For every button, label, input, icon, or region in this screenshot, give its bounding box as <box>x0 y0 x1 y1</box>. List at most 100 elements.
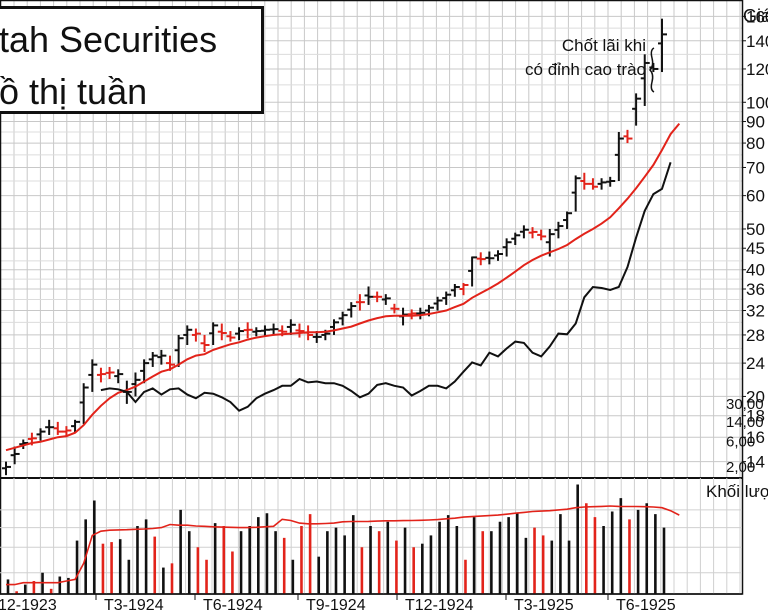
price-tick-label: 36 <box>746 280 765 299</box>
moving-average-line <box>5 122 681 452</box>
price-bar <box>459 283 469 296</box>
price-bar <box>209 322 219 345</box>
price-tick-label: 60 <box>746 187 765 206</box>
price-bar <box>200 334 210 353</box>
price-bar <box>528 227 538 239</box>
price-bar <box>36 428 46 441</box>
price-bar <box>563 211 573 229</box>
x-tick-label: T9-1924 <box>306 597 366 614</box>
price-bar <box>373 291 383 303</box>
price-bar <box>640 54 650 106</box>
price-bar <box>485 251 495 265</box>
price-bar <box>217 323 227 341</box>
price-bar <box>347 302 357 318</box>
price-bar <box>623 129 633 144</box>
price-tick-label: 50 <box>746 220 765 239</box>
climax-annotation: Chốt lãi khi có đỉnh cao trào <box>486 34 646 82</box>
price-tick-label: 14 <box>746 453 765 472</box>
climax-bracket <box>648 47 655 93</box>
x-tick-label: T6-1924 <box>203 597 263 614</box>
price-bar <box>390 303 400 314</box>
volume-tick-label: 6,00 <box>726 433 755 450</box>
price-bar <box>269 323 279 336</box>
annotation-line-2: có đỉnh cao trào <box>525 60 646 79</box>
price-bar <box>494 250 503 261</box>
price-bar <box>450 283 460 297</box>
price-bar <box>260 325 270 337</box>
price-bar <box>519 225 529 239</box>
price-bar <box>338 311 348 326</box>
price-bar <box>174 334 184 367</box>
price-bar <box>381 294 391 305</box>
price-tick-label: 80 <box>746 134 765 153</box>
price-tick-label: 20 <box>746 387 765 406</box>
price-tick-label: 70 <box>746 158 765 177</box>
price-bar <box>606 176 616 187</box>
price-tick-label: 140 <box>746 32 768 51</box>
price-bar <box>433 296 443 311</box>
price-bar <box>330 319 339 335</box>
price-bar <box>191 328 201 342</box>
price-bar <box>243 322 253 339</box>
x-tick-label: T3-1924 <box>104 597 164 614</box>
relative-strength-line <box>100 161 672 412</box>
price-bar <box>88 359 98 392</box>
price-bar <box>131 372 141 397</box>
price-bar <box>416 307 426 320</box>
price-tick-label: 16 <box>746 428 765 447</box>
price-tick-label: 18 <box>746 407 765 426</box>
price-tick-label: 90 <box>746 113 765 132</box>
price-bar <box>442 291 452 305</box>
price-tick-label: 24 <box>746 354 765 373</box>
x-tick-label: 12-1923 <box>0 597 57 614</box>
price-bar <box>502 238 512 257</box>
annotation-line-1: Chốt lãi khi <box>561 36 646 55</box>
price-tick-label: 120 <box>746 60 768 79</box>
volume-tick-label: 14,00 <box>726 414 764 431</box>
volume-axis-label: Khối lượ <box>706 482 768 501</box>
price-bar <box>658 18 667 73</box>
price-bar <box>71 419 81 433</box>
price-bar <box>157 349 167 365</box>
x-axis: 12-1923 T3-1924 T6-1924 T9-1924 T12-1924 T3-1… <box>0 593 742 614</box>
price-bar <box>79 383 89 424</box>
volume-bars <box>6 484 666 594</box>
price-bar <box>2 461 11 476</box>
x-tick-label: T3-1925 <box>514 597 574 614</box>
price-bar <box>476 252 486 266</box>
price-bar <box>105 366 115 380</box>
price-bar <box>235 327 245 341</box>
volume-tick-label: 30,00 <box>726 396 764 413</box>
volume-tick-label: 2,00 <box>726 459 755 476</box>
price-bar <box>588 178 598 190</box>
title-box: tah Securities ồ thị tuần <box>0 6 264 114</box>
price-bar <box>580 172 590 190</box>
price-tick-label: 40 <box>746 261 765 280</box>
price-bar <box>571 175 581 212</box>
price-axis-label: Giá <box>743 6 768 26</box>
price-bar <box>114 369 124 384</box>
price-bar <box>10 446 20 465</box>
price-bars <box>2 18 667 476</box>
price-tick-label: 32 <box>746 302 765 321</box>
price-tick-label: 160 <box>746 7 768 26</box>
price-bar <box>295 323 305 338</box>
price-bar <box>148 352 158 367</box>
price-tick-label: 100 <box>746 93 768 112</box>
x-tick-label: T12-1924 <box>405 597 474 614</box>
price-tick-label: 28 <box>746 326 765 345</box>
price-bar <box>53 421 63 435</box>
price-bar <box>614 131 624 182</box>
price-bar <box>468 256 478 287</box>
price-bar <box>597 178 607 190</box>
price-bar <box>407 309 417 320</box>
price-bar <box>252 327 262 337</box>
volume-average-line <box>6 505 680 586</box>
price-bar <box>183 325 193 345</box>
price-bar <box>355 294 365 311</box>
price-bar <box>364 286 374 305</box>
price-bar <box>45 419 55 435</box>
